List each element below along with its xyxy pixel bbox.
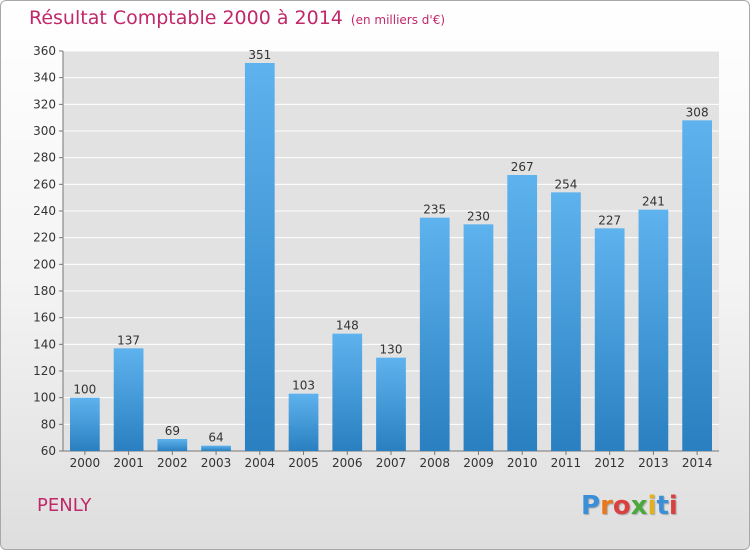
- bar: [463, 224, 494, 451]
- bar: [682, 120, 713, 451]
- bar-value-label: 254: [554, 177, 577, 191]
- x-tick-label: 2007: [376, 456, 407, 470]
- bar-value-label: 308: [686, 105, 709, 119]
- y-tick-label: 260: [33, 177, 56, 191]
- bar: [113, 348, 144, 451]
- bar: [594, 228, 625, 451]
- y-tick-label: 200: [33, 257, 56, 271]
- bar-value-label: 100: [73, 383, 96, 397]
- x-tick-label: 2002: [157, 456, 188, 470]
- y-tick-label: 240: [33, 204, 56, 218]
- y-tick-label: 340: [33, 71, 56, 85]
- y-tick-label: 160: [33, 311, 56, 325]
- x-tick-label: 2013: [638, 456, 669, 470]
- x-tick-label: 2006: [332, 456, 363, 470]
- bar: [288, 393, 319, 451]
- y-tick-label: 220: [33, 231, 56, 245]
- x-tick-label: 2005: [288, 456, 319, 470]
- bar: [507, 175, 538, 451]
- logo-letter: t: [656, 491, 669, 521]
- y-tick-label: 120: [33, 364, 56, 378]
- y-tick-label: 180: [33, 284, 56, 298]
- bar-value-label: 235: [423, 203, 446, 217]
- proxiti-logo: Proxiti: [581, 491, 678, 521]
- bar-value-label: 64: [208, 431, 223, 445]
- bar-value-label: 351: [248, 48, 271, 62]
- x-tick-label: 2004: [245, 456, 276, 470]
- bar-value-label: 130: [380, 343, 403, 357]
- x-tick-label: 2001: [113, 456, 144, 470]
- y-tick-label: 320: [33, 97, 56, 111]
- x-tick-label: 2012: [594, 456, 625, 470]
- logo-letter: i: [668, 491, 678, 521]
- bar: [244, 63, 275, 451]
- x-tick-label: 2000: [70, 456, 101, 470]
- bar-value-label: 137: [117, 333, 140, 347]
- chart-title-main: Résultat Comptable 2000 à 2014: [29, 7, 343, 29]
- bar: [332, 333, 363, 451]
- logo-letter: r: [600, 491, 613, 521]
- x-tick-label: 2003: [201, 456, 232, 470]
- y-tick-label: 100: [33, 391, 56, 405]
- y-tick-label: 60: [41, 444, 56, 458]
- y-tick-label: 80: [41, 417, 56, 431]
- bar-value-label: 103: [292, 379, 315, 393]
- logo-letter: o: [612, 491, 631, 521]
- bar: [201, 445, 231, 451]
- x-tick-label: 2014: [682, 456, 713, 470]
- x-tick-label: 2010: [507, 456, 538, 470]
- bar-value-label: 241: [642, 195, 665, 209]
- y-tick-label: 280: [33, 151, 56, 165]
- bar: [419, 217, 450, 451]
- bar-value-label: 227: [598, 213, 621, 227]
- y-tick-label: 140: [33, 337, 56, 351]
- commune-name: PENLY: [37, 495, 92, 516]
- chart-title: Résultat Comptable 2000 à 2014 (en millie…: [29, 7, 445, 29]
- bar-value-label: 148: [336, 319, 359, 333]
- y-tick-label: 360: [33, 44, 56, 58]
- bar: [376, 357, 406, 451]
- logo-letter: x: [630, 491, 648, 521]
- logo-letter: P: [581, 491, 601, 521]
- bar-value-label: 69: [165, 424, 180, 438]
- logo-letter: i: [647, 491, 657, 521]
- y-tick-label: 300: [33, 124, 56, 138]
- bar-value-label: 230: [467, 209, 490, 223]
- bar-value-label: 267: [511, 160, 534, 174]
- bar: [157, 439, 188, 451]
- x-tick-label: 2008: [419, 456, 450, 470]
- bar: [69, 397, 100, 451]
- x-tick-label: 2011: [551, 456, 582, 470]
- chart-title-unit: (en milliers d'€): [350, 13, 446, 27]
- bar: [638, 209, 669, 451]
- bar: [551, 192, 581, 452]
- x-tick-label: 2009: [463, 456, 494, 470]
